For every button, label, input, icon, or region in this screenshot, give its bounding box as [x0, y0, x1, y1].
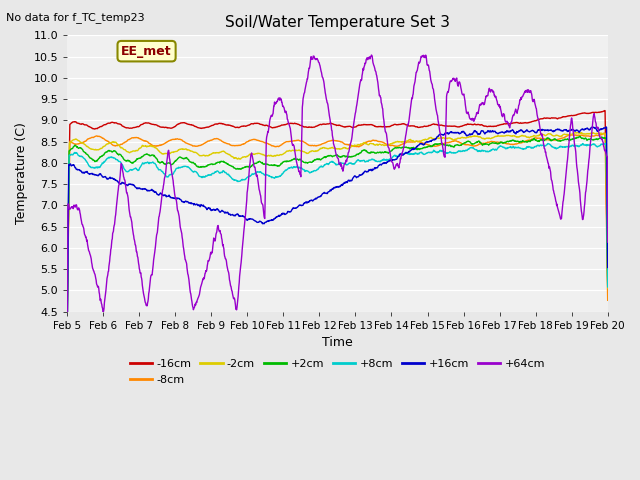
Text: EE_met: EE_met — [121, 45, 172, 58]
Title: Soil/Water Temperature Set 3: Soil/Water Temperature Set 3 — [225, 15, 450, 30]
Text: No data for f_TC_temp23: No data for f_TC_temp23 — [6, 12, 145, 23]
X-axis label: Time: Time — [322, 336, 353, 349]
Y-axis label: Temperature (C): Temperature (C) — [15, 122, 28, 225]
Legend: -16cm, -8cm, -2cm, +2cm, +8cm, +16cm, +64cm: -16cm, -8cm, -2cm, +2cm, +8cm, +16cm, +6… — [125, 355, 550, 389]
